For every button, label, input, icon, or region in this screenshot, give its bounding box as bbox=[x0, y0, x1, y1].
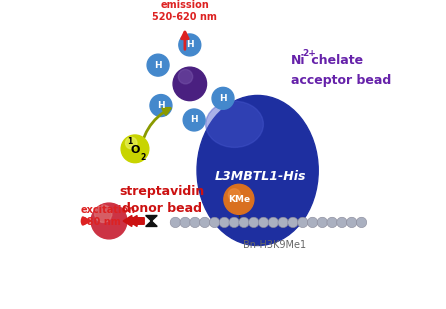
Circle shape bbox=[212, 87, 234, 109]
Circle shape bbox=[278, 217, 289, 228]
Circle shape bbox=[356, 217, 367, 228]
Ellipse shape bbox=[206, 101, 264, 147]
Circle shape bbox=[199, 217, 210, 228]
Circle shape bbox=[228, 189, 240, 201]
Circle shape bbox=[327, 217, 337, 228]
Circle shape bbox=[229, 217, 240, 228]
Circle shape bbox=[190, 217, 200, 228]
Text: excitation
680 nm: excitation 680 nm bbox=[80, 205, 135, 227]
Circle shape bbox=[179, 34, 201, 56]
Text: 1: 1 bbox=[127, 137, 132, 146]
Text: donor bead: donor bead bbox=[122, 202, 202, 215]
Text: H: H bbox=[219, 94, 227, 103]
Text: KMe: KMe bbox=[228, 195, 250, 204]
Circle shape bbox=[297, 217, 308, 228]
Text: H: H bbox=[157, 101, 165, 110]
Circle shape bbox=[317, 217, 327, 228]
Text: emission
520-620 nm: emission 520-620 nm bbox=[153, 0, 217, 22]
Polygon shape bbox=[146, 215, 157, 226]
Circle shape bbox=[178, 70, 193, 84]
Circle shape bbox=[170, 217, 181, 228]
Circle shape bbox=[307, 217, 318, 228]
Text: chelate: chelate bbox=[307, 53, 363, 67]
Circle shape bbox=[288, 217, 298, 228]
Polygon shape bbox=[128, 215, 144, 226]
Text: 2: 2 bbox=[141, 154, 146, 163]
Text: 2+: 2+ bbox=[302, 49, 316, 58]
Text: H: H bbox=[186, 40, 194, 49]
Circle shape bbox=[180, 217, 190, 228]
Text: acceptor bead: acceptor bead bbox=[291, 74, 391, 87]
Text: streptavidin: streptavidin bbox=[120, 185, 205, 198]
Circle shape bbox=[337, 217, 347, 228]
Circle shape bbox=[347, 217, 357, 228]
Circle shape bbox=[121, 135, 149, 163]
Circle shape bbox=[147, 54, 169, 76]
Circle shape bbox=[173, 67, 206, 101]
Circle shape bbox=[183, 109, 205, 131]
Circle shape bbox=[224, 184, 254, 214]
Circle shape bbox=[258, 217, 269, 228]
Polygon shape bbox=[123, 215, 139, 226]
Circle shape bbox=[125, 137, 137, 149]
Ellipse shape bbox=[227, 192, 250, 212]
Ellipse shape bbox=[197, 95, 318, 246]
FancyArrowPatch shape bbox=[140, 108, 170, 159]
Circle shape bbox=[248, 217, 259, 228]
Circle shape bbox=[150, 95, 172, 116]
Text: H: H bbox=[154, 61, 162, 70]
Text: Ni: Ni bbox=[291, 53, 306, 67]
Text: Bn-H3K9Me1: Bn-H3K9Me1 bbox=[244, 240, 306, 250]
Text: O: O bbox=[130, 145, 140, 155]
Circle shape bbox=[219, 217, 230, 228]
Circle shape bbox=[209, 217, 220, 228]
Circle shape bbox=[95, 205, 112, 222]
Circle shape bbox=[91, 203, 127, 239]
Text: H: H bbox=[190, 116, 198, 125]
Circle shape bbox=[239, 217, 249, 228]
Text: L3MBTL1-His: L3MBTL1-His bbox=[215, 170, 306, 183]
Circle shape bbox=[268, 217, 279, 228]
